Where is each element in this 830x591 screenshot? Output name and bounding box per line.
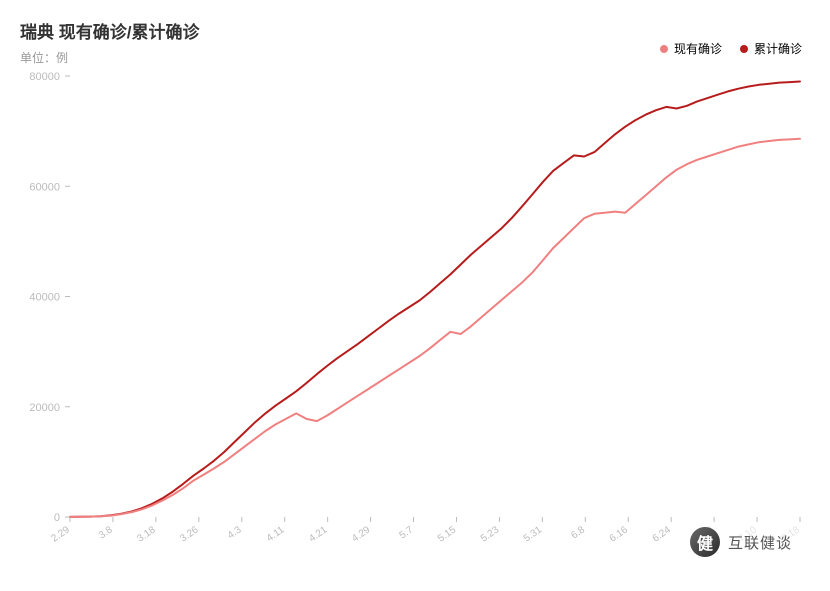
legend-item-cumulative: 累计确诊 bbox=[740, 40, 802, 57]
svg-text:4.3: 4.3 bbox=[226, 524, 244, 541]
legend-label-cumulative: 累计确诊 bbox=[754, 40, 802, 57]
watermark-text: 互联健谈 bbox=[728, 532, 792, 553]
svg-text:6.8: 6.8 bbox=[569, 524, 587, 541]
legend-item-current: 现有确诊 bbox=[660, 40, 722, 57]
svg-text:80000: 80000 bbox=[29, 71, 60, 83]
svg-text:5.23: 5.23 bbox=[479, 524, 502, 544]
svg-text:5.15: 5.15 bbox=[436, 524, 459, 544]
svg-text:4.29: 4.29 bbox=[350, 524, 373, 544]
svg-text:60000: 60000 bbox=[29, 181, 60, 193]
svg-text:4.21: 4.21 bbox=[307, 524, 330, 544]
svg-text:6.24: 6.24 bbox=[651, 524, 674, 544]
watermark-avatar-icon: 健 bbox=[690, 527, 720, 557]
svg-text:2.29: 2.29 bbox=[49, 524, 72, 544]
svg-text:3.26: 3.26 bbox=[178, 524, 201, 544]
chart-card: 瑞典 现有确诊/累计确诊 单位：例 现有确诊 累计确诊 020000400006… bbox=[0, 0, 830, 591]
svg-text:3.8: 3.8 bbox=[97, 524, 115, 541]
line-chart-svg: 0 20000 40000 60000 80000 2.29 3.8 3.18 3.26 4.3 4… bbox=[20, 70, 810, 551]
watermark: 健 互联健谈 bbox=[682, 523, 800, 561]
legend-dot-current bbox=[660, 45, 668, 53]
plot-area: 0 20000 40000 60000 80000 2.29 3.8 3.18 3.26 4.3 4… bbox=[20, 70, 810, 551]
svg-text:20000: 20000 bbox=[29, 402, 60, 414]
svg-text:4.11: 4.11 bbox=[265, 524, 287, 544]
svg-text:5.7: 5.7 bbox=[398, 524, 416, 541]
svg-text:6.16: 6.16 bbox=[608, 524, 631, 544]
legend-dot-cumulative bbox=[740, 45, 748, 53]
svg-text:40000: 40000 bbox=[29, 292, 60, 304]
legend-label-current: 现有确诊 bbox=[674, 40, 722, 57]
svg-text:3.18: 3.18 bbox=[135, 524, 158, 544]
legend: 现有确诊 累计确诊 bbox=[660, 40, 802, 57]
watermark-avatar-glyph: 健 bbox=[697, 530, 713, 554]
svg-text:0: 0 bbox=[54, 512, 60, 524]
svg-text:5.31: 5.31 bbox=[522, 524, 545, 544]
